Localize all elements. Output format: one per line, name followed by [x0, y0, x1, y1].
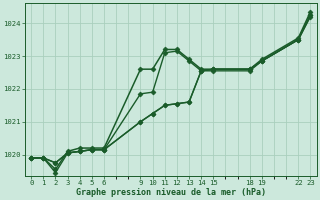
X-axis label: Graphe pression niveau de la mer (hPa): Graphe pression niveau de la mer (hPa): [76, 188, 266, 197]
